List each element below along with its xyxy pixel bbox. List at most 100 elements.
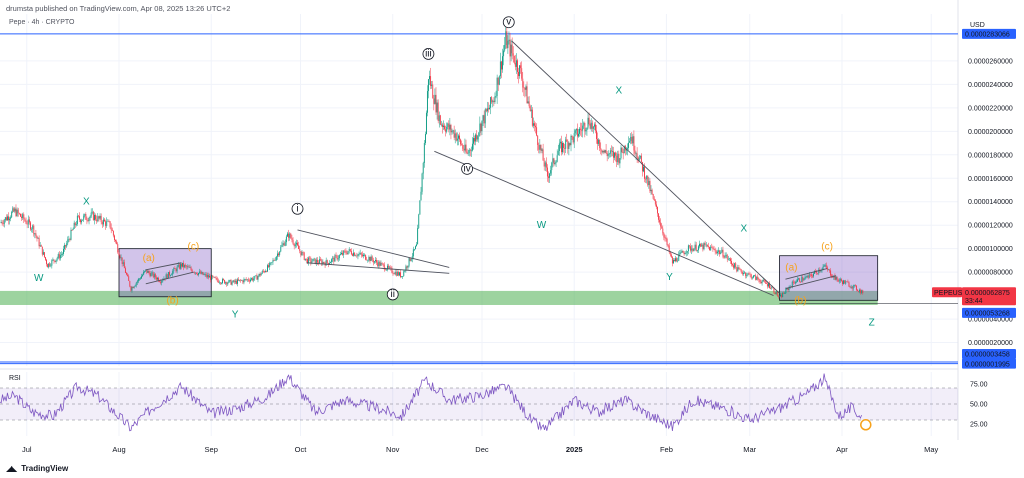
candle-body bbox=[699, 243, 700, 247]
candle-body bbox=[108, 220, 110, 222]
candle-body bbox=[47, 264, 49, 268]
candle-body bbox=[601, 149, 603, 153]
y-tick-label: 0.0000080000 bbox=[968, 270, 1013, 277]
candle-body bbox=[437, 102, 439, 121]
candle-body bbox=[52, 259, 54, 261]
candle-body bbox=[429, 76, 430, 80]
candle-body bbox=[762, 279, 764, 282]
candle-body bbox=[401, 276, 403, 278]
candle-body bbox=[133, 286, 135, 289]
candle-body bbox=[186, 265, 188, 268]
candle-body bbox=[197, 273, 198, 275]
candle-body bbox=[793, 282, 795, 284]
candle-body bbox=[225, 282, 227, 284]
candle-body bbox=[638, 157, 640, 161]
candle-body bbox=[618, 153, 620, 164]
candle-body bbox=[543, 160, 545, 167]
candle-body bbox=[418, 214, 420, 229]
candle-body bbox=[701, 244, 703, 247]
candle-body bbox=[250, 279, 251, 282]
candle-body bbox=[683, 252, 685, 255]
candle-body bbox=[664, 237, 666, 239]
candle-body bbox=[788, 286, 790, 291]
candle-body bbox=[462, 144, 464, 149]
candle-body bbox=[648, 180, 650, 186]
candle-body bbox=[478, 132, 480, 137]
candle-body bbox=[124, 268, 126, 273]
y-tick-label: 0.0000140000 bbox=[968, 199, 1013, 206]
candle-body bbox=[709, 246, 711, 251]
candle-body bbox=[636, 153, 638, 158]
candle-body bbox=[332, 257, 334, 260]
candle-body bbox=[544, 162, 546, 167]
candle-body bbox=[553, 158, 555, 165]
candle-body bbox=[759, 279, 761, 282]
candle-body bbox=[117, 244, 119, 253]
candle-body bbox=[612, 151, 613, 152]
candle-body bbox=[716, 251, 718, 254]
candle-body bbox=[60, 254, 62, 256]
candle-body bbox=[383, 264, 385, 270]
candle-body bbox=[471, 143, 473, 151]
candle-body bbox=[732, 264, 733, 266]
wave-label-circle bbox=[422, 47, 435, 60]
wave-label-(b): (b) bbox=[166, 295, 178, 306]
candle-body bbox=[3, 220, 5, 225]
candle-body bbox=[852, 285, 854, 289]
candle-body bbox=[477, 136, 479, 140]
candle-body bbox=[290, 233, 292, 239]
candle-body bbox=[700, 243, 702, 247]
candle-body bbox=[95, 214, 97, 220]
candle-body bbox=[261, 270, 263, 274]
candle-body bbox=[74, 222, 76, 226]
trendline-8 bbox=[785, 275, 837, 289]
candle-body bbox=[637, 157, 639, 161]
candle-body bbox=[466, 151, 468, 154]
candle-body bbox=[803, 279, 805, 281]
candle-body bbox=[771, 287, 773, 289]
candle-body bbox=[540, 144, 542, 151]
rsi-tick-label: 50.00 bbox=[970, 402, 988, 409]
candle-body bbox=[134, 285, 136, 287]
tradingview-brand[interactable]: ◢◣ TradingView bbox=[6, 464, 68, 473]
candle-body bbox=[765, 283, 767, 284]
candle-body bbox=[488, 108, 489, 110]
candle-body bbox=[842, 281, 843, 284]
candle-body bbox=[799, 278, 801, 282]
candle-body bbox=[532, 123, 534, 126]
candle-body bbox=[580, 128, 582, 130]
candle-body bbox=[246, 279, 248, 280]
candle-body bbox=[587, 117, 589, 128]
candle-body bbox=[198, 272, 200, 275]
candle-body bbox=[706, 244, 708, 247]
candle-body bbox=[325, 260, 327, 266]
candle-body bbox=[361, 254, 363, 257]
candle-body bbox=[526, 86, 528, 104]
candle-body bbox=[349, 249, 351, 252]
candle-body bbox=[185, 265, 187, 266]
candle-body bbox=[486, 108, 488, 112]
candle-body bbox=[536, 127, 538, 136]
candle-body bbox=[680, 252, 682, 254]
candle-body bbox=[347, 251, 349, 255]
candle-body bbox=[528, 101, 530, 107]
candle-body bbox=[463, 148, 465, 151]
candle-body bbox=[671, 257, 673, 264]
candle-body bbox=[59, 255, 61, 259]
candle-body bbox=[316, 259, 318, 263]
candle-body bbox=[520, 65, 522, 69]
candle-body bbox=[450, 124, 452, 133]
candle-body bbox=[436, 102, 438, 113]
x-tick-label: Apr bbox=[836, 445, 848, 454]
current-symbol-tag-bg bbox=[932, 287, 962, 298]
support-level-label-bg bbox=[962, 307, 1016, 318]
candle-body bbox=[254, 275, 256, 279]
candle-body bbox=[430, 76, 432, 86]
candle-body bbox=[635, 153, 637, 154]
candle-body bbox=[620, 147, 622, 159]
candle-body bbox=[774, 292, 776, 295]
candle-body bbox=[426, 91, 428, 113]
candle-body bbox=[333, 257, 335, 262]
candle-body bbox=[807, 275, 809, 278]
candle-body bbox=[731, 261, 732, 265]
